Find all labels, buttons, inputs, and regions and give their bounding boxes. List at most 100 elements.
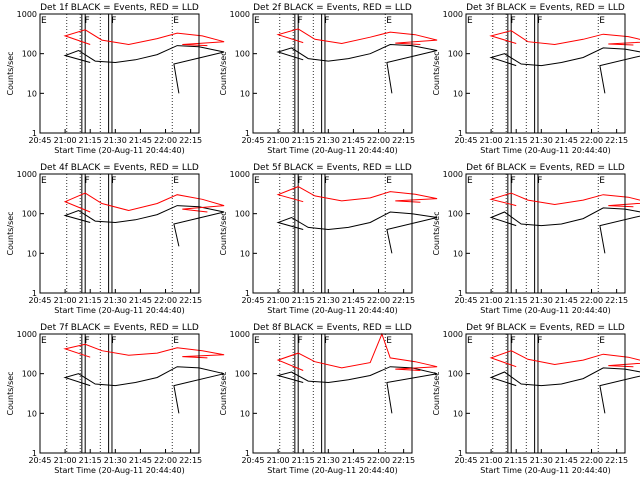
- x-axis-label: Start Time (20-Aug-11 20:44:40): [54, 306, 185, 315]
- interval-bar: [321, 333, 326, 454]
- x-tick-label: 20:45: [454, 296, 477, 305]
- marker-letter: E: [41, 16, 47, 26]
- marker-letter: E: [599, 336, 605, 346]
- marker-letter: E: [173, 16, 179, 26]
- marker-letter: F: [324, 16, 329, 26]
- x-tick-label: 20:45: [28, 136, 51, 145]
- marker-letter: E: [386, 176, 392, 186]
- marker-letter: F: [537, 336, 542, 346]
- x-tick-label: 21:30: [104, 456, 127, 465]
- series-line-events: [63, 205, 225, 247]
- x-tick-label: 21:45: [129, 136, 152, 145]
- interval-bar: [81, 13, 86, 134]
- y-tick-label: 1000: [443, 170, 463, 179]
- series-line-lld: [489, 192, 640, 208]
- x-tick-label: 21:45: [129, 456, 152, 465]
- x-tick-label: 22:15: [392, 296, 415, 305]
- y-tick-label: 1: [245, 289, 250, 298]
- chart-panel: Det 9f BLACK = Events, RED = LLD E F F E 20:4…: [432, 323, 640, 475]
- x-tick-label: 21:15: [79, 456, 102, 465]
- x-tick-label: 21:30: [317, 296, 340, 305]
- x-tick-label: 22:00: [154, 456, 177, 465]
- series-line-events: [276, 43, 438, 94]
- marker-letter: F: [324, 336, 329, 346]
- x-tick-label: 21:15: [292, 136, 315, 145]
- x-tick-label: 21:00: [267, 136, 290, 145]
- series-line-lld: [276, 186, 438, 203]
- interval-bar: [294, 13, 299, 134]
- x-tick-label: 20:45: [28, 456, 51, 465]
- y-tick-label: 1000: [230, 170, 250, 179]
- x-tick-label: 21:00: [54, 456, 77, 465]
- plot-frame: [465, 173, 626, 294]
- chart-panel: Det 6f BLACK = Events, RED = LLD E F F E 20:4…: [432, 163, 640, 315]
- interval-bar: [507, 173, 512, 294]
- series-line-events: [63, 366, 225, 414]
- y-tick-label: 1000: [17, 170, 37, 179]
- x-axis-label: Start Time (20-Aug-11 20:44:40): [480, 146, 611, 155]
- x-tick-label: 22:15: [605, 296, 628, 305]
- chart-title: Det 1f BLACK = Events, RED = LLD: [40, 3, 199, 13]
- x-tick-label: 22:15: [392, 136, 415, 145]
- series-line-events: [489, 47, 640, 94]
- x-tick-label: 22:15: [179, 136, 202, 145]
- x-tick-label: 21:00: [54, 136, 77, 145]
- marker-letter: F: [511, 16, 516, 26]
- marker-letter: E: [41, 336, 47, 346]
- y-tick-label: 10: [240, 89, 250, 98]
- x-tick-label: 21:45: [555, 296, 578, 305]
- x-tick-label: 22:15: [605, 456, 628, 465]
- plot-frame: [39, 13, 200, 134]
- x-tick-label: 22:00: [367, 136, 390, 145]
- x-axis-label: Start Time (20-Aug-11 20:44:40): [480, 466, 611, 475]
- y-tick-label: 100: [235, 210, 250, 219]
- marker-letter: F: [85, 176, 90, 186]
- chart-panel: Det 7f BLACK = Events, RED = LLD E F F E 20:4…: [6, 323, 225, 475]
- x-tick-label: 21:15: [505, 456, 528, 465]
- marker-letter: F: [537, 176, 542, 186]
- x-axis-label: Start Time (20-Aug-11 20:44:40): [54, 466, 185, 475]
- y-tick-label: 1: [32, 289, 37, 298]
- marker-letter: E: [467, 336, 473, 346]
- plot-frame: [465, 13, 626, 134]
- y-tick-label: 1: [245, 129, 250, 138]
- y-tick-label: 1000: [17, 330, 37, 339]
- chart-title: Det 7f BLACK = Events, RED = LLD: [40, 323, 199, 333]
- x-tick-label: 22:00: [154, 296, 177, 305]
- x-tick-label: 22:15: [605, 136, 628, 145]
- marker-letter: F: [111, 16, 116, 26]
- y-tick-label: 1000: [17, 10, 37, 19]
- x-tick-label: 20:45: [454, 136, 477, 145]
- y-tick-label: 10: [240, 249, 250, 258]
- x-axis-label: Start Time (20-Aug-11 20:44:40): [267, 466, 398, 475]
- plot-frame: [39, 333, 200, 454]
- plot-frame: [252, 13, 413, 134]
- x-tick-label: 22:15: [179, 296, 202, 305]
- x-tick-label: 22:00: [154, 136, 177, 145]
- chart-panel: Det 1f BLACK = Events, RED = LLD E F F E 20:4…: [6, 3, 225, 155]
- y-tick-label: 1000: [443, 330, 463, 339]
- y-tick-label: 100: [22, 50, 37, 59]
- marker-letter: E: [467, 176, 473, 186]
- y-axis-label: Counts/sec: [432, 371, 441, 415]
- marker-letter: E: [467, 16, 473, 26]
- chart-title: Det 8f BLACK = Events, RED = LLD: [253, 323, 412, 333]
- marker-letter: E: [254, 176, 260, 186]
- x-tick-label: 21:45: [342, 456, 365, 465]
- marker-letter: F: [298, 176, 303, 186]
- x-tick-label: 20:45: [241, 136, 264, 145]
- plot-frame: [252, 173, 413, 294]
- chart-panel: Det 3f BLACK = Events, RED = LLD E F F E 20:4…: [432, 3, 640, 155]
- y-tick-label: 100: [22, 210, 37, 219]
- x-tick-label: 21:30: [104, 296, 127, 305]
- x-tick-label: 20:45: [241, 296, 264, 305]
- chart-panel: Det 5f BLACK = Events, RED = LLD E F F E 20:4…: [219, 163, 438, 315]
- x-tick-label: 21:00: [54, 296, 77, 305]
- y-axis-label: Counts/sec: [432, 211, 441, 255]
- interval-bar: [81, 173, 86, 294]
- marker-letter: F: [511, 176, 516, 186]
- x-tick-label: 21:45: [555, 456, 578, 465]
- series-line-lld: [276, 332, 438, 371]
- x-tick-label: 20:45: [454, 456, 477, 465]
- y-tick-label: 10: [27, 249, 37, 258]
